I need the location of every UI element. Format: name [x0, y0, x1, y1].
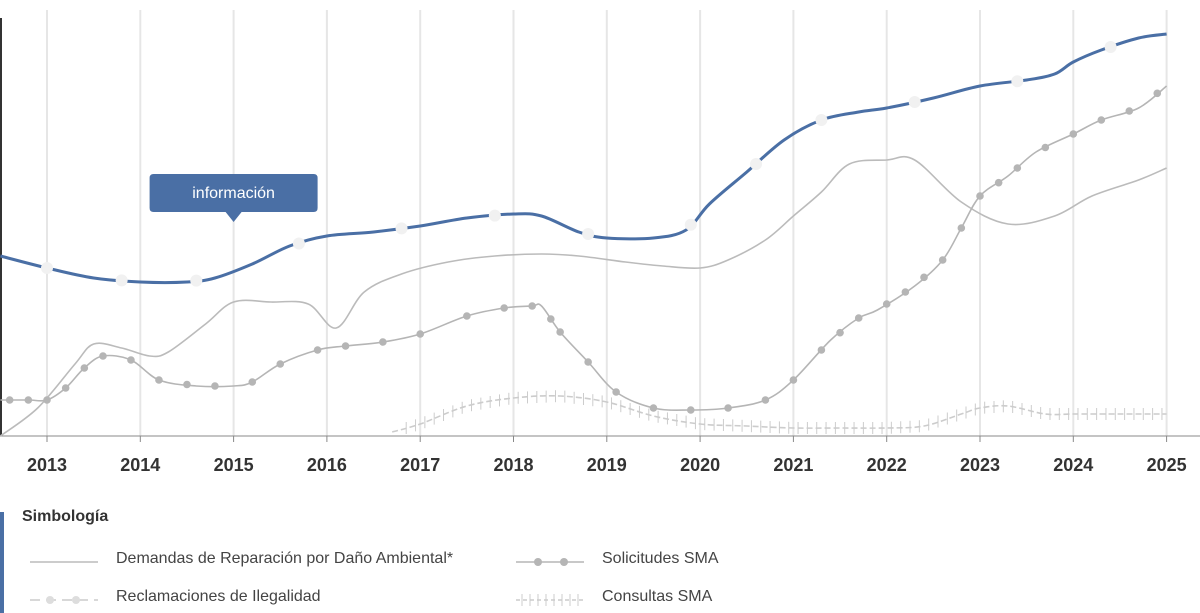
- legend-label: Reclamaciones de Ilegalidad: [116, 588, 321, 605]
- x-tick-label: 2023: [960, 455, 1000, 475]
- data-point: [488, 209, 501, 222]
- data-point: [379, 338, 387, 346]
- data-point: [976, 192, 984, 200]
- x-tick-label: 2022: [867, 455, 907, 475]
- annotation-box: [149, 174, 318, 222]
- data-point: [994, 178, 1003, 187]
- series-line: [0, 155, 1167, 437]
- data-point: [127, 356, 135, 364]
- line-chart: 2013 2014 2015 2016 2017 2018 2019 2020 2021 2022…: [0, 10, 1200, 475]
- data-point: [1013, 164, 1022, 172]
- data-point: [1153, 89, 1162, 98]
- data-point: [938, 256, 947, 264]
- data-point: [190, 274, 203, 287]
- legend-label: Solicitudes SMA: [602, 550, 719, 567]
- data-point: [99, 352, 107, 360]
- data-point: [556, 328, 564, 336]
- data-point: [41, 262, 53, 274]
- legend-item-solicitudes[interactable]: Solicitudes SMA: [516, 550, 776, 574]
- data-point: [24, 396, 33, 404]
- x-tick-label: 2017: [400, 455, 440, 475]
- legend-label: Demandas de Reparación por Daño Ambienta…: [116, 550, 454, 567]
- data-point: [957, 224, 966, 232]
- chart-grid: [46, 10, 1168, 436]
- x-tick-label: 2013: [27, 455, 67, 475]
- legend-item-consultas[interactable]: Consultas SMA: [516, 588, 776, 612]
- data-point: [1097, 116, 1106, 124]
- legend-item-reclamaciones[interactable]: Reclamaciones de Ilegalidad: [30, 588, 480, 612]
- legend-item-demandas[interactable]: Demandas de Reparación por Daño Ambienta…: [30, 550, 480, 574]
- data-point: [1041, 143, 1050, 152]
- data-point: [341, 342, 350, 350]
- data-point: [183, 380, 191, 389]
- data-point: [836, 328, 844, 337]
- x-axis-ticks: 2013 2014 2015 2016 2017 2018 2019 2020 2021 2022…: [27, 436, 1187, 475]
- data-point: [882, 300, 891, 308]
- series-line: [0, 32, 1167, 285]
- data-point: [313, 346, 322, 354]
- data-point: [80, 364, 89, 372]
- data-point: [61, 384, 70, 392]
- data-point: [684, 218, 697, 231]
- data-point: [908, 96, 921, 108]
- data-point: [463, 312, 471, 320]
- data-point: [528, 302, 536, 310]
- legend-label: Consultas SMA: [602, 588, 713, 605]
- series-consultas: [391, 390, 1167, 434]
- data-point: [761, 396, 770, 404]
- data-point: [5, 396, 14, 404]
- x-tick-label: 2019: [587, 455, 627, 475]
- data-point: [815, 114, 828, 126]
- series-demandas: [0, 155, 1167, 437]
- data-point: [416, 330, 425, 338]
- data-point: [155, 376, 163, 384]
- data-point: [582, 228, 595, 240]
- legend-title: Simbología: [22, 508, 109, 525]
- data-point: [1125, 107, 1134, 115]
- data-point: [276, 360, 285, 368]
- series-line: [0, 85, 1168, 411]
- data-point: [612, 388, 620, 396]
- data-point: [789, 376, 798, 384]
- data-point: [248, 378, 257, 386]
- annotation-label: información: [192, 185, 275, 202]
- data-point: [920, 273, 928, 282]
- legend-swatch-ticks: [516, 594, 584, 606]
- data-point: [750, 158, 763, 170]
- data-point: [1069, 130, 1078, 138]
- x-tick-label: 2024: [1053, 455, 1093, 475]
- legend-swatch-dots: [516, 558, 584, 566]
- data-point: [292, 237, 305, 250]
- data-point: [43, 396, 51, 404]
- series-solicitudes: [0, 85, 1168, 414]
- x-tick-label: 2016: [307, 455, 347, 475]
- legend-swatch-line: [30, 561, 98, 563]
- data-point: [395, 222, 408, 235]
- x-tick-label: 2015: [214, 455, 254, 475]
- data-point: [115, 274, 128, 287]
- data-point: [649, 404, 658, 412]
- data-point: [1011, 75, 1024, 88]
- x-tick-label: 2020: [680, 455, 720, 475]
- series-main: [0, 32, 1167, 287]
- data-point: [901, 288, 910, 296]
- x-tick-label: 2018: [493, 455, 533, 475]
- annotation-callout: información: [149, 174, 318, 222]
- data-point: [817, 346, 826, 354]
- x-tick-label: 2025: [1147, 455, 1187, 475]
- legend-accent-bar: [0, 512, 4, 613]
- data-point: [1104, 41, 1117, 53]
- data-point: [854, 314, 863, 322]
- data-point: [211, 382, 219, 390]
- chart-series: [0, 32, 1168, 437]
- x-tick-label: 2021: [773, 455, 813, 475]
- x-tick-label: 2014: [120, 455, 160, 475]
- legend: Simbología Demandas de Reparación por Da…: [0, 508, 1200, 613]
- data-point: [584, 358, 592, 366]
- data-point: [500, 304, 508, 312]
- data-point: [724, 404, 732, 412]
- legend-swatch-dashdot: [30, 596, 98, 604]
- data-point: [547, 315, 555, 323]
- data-point: [686, 406, 695, 414]
